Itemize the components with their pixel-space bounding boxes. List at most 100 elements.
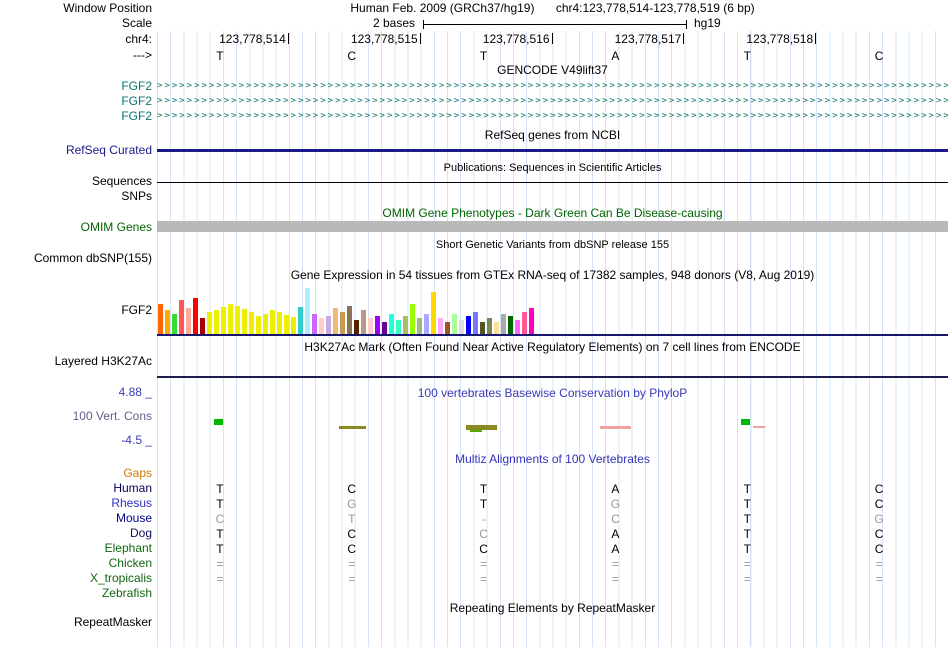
gtex-bar[interactable]: [333, 308, 338, 334]
gtex-bar[interactable]: [207, 312, 212, 334]
gtex-bar[interactable]: [424, 314, 429, 334]
transcript-arrows[interactable]: >>>>>>>>>>>>>>>>>>>>>>>>>>>>>>>>>>>>>>>>…: [157, 96, 948, 106]
gtex-bar[interactable]: [326, 316, 331, 334]
gtex-bar[interactable]: [529, 308, 534, 334]
gtex-bar[interactable]: [389, 314, 394, 334]
gtex-bar[interactable]: [431, 292, 436, 334]
gtex-bar[interactable]: [165, 310, 170, 334]
species-label-gaps[interactable]: Gaps: [123, 466, 152, 480]
gtex-bar[interactable]: [270, 310, 275, 334]
gtex-bar[interactable]: [242, 309, 247, 334]
sequences-item[interactable]: [157, 182, 948, 183]
gtex-bar[interactable]: [200, 318, 205, 334]
gene-label-fgf2[interactable]: FGF2: [121, 94, 152, 108]
alignment-base: T: [743, 482, 751, 496]
gtex-bar[interactable]: [319, 318, 324, 334]
gtex-bar[interactable]: [291, 317, 296, 334]
omim-genes-item[interactable]: [157, 221, 948, 232]
gtex-bar[interactable]: [298, 307, 303, 334]
gtex-bar[interactable]: [403, 316, 408, 334]
gtex-bar[interactable]: [501, 314, 506, 334]
gtex-bar[interactable]: [186, 308, 191, 334]
species-label-chicken[interactable]: Chicken: [108, 556, 152, 570]
gtex-bar[interactable]: [179, 300, 184, 334]
alignment-base: =: [743, 557, 751, 571]
gtex-bar[interactable]: [284, 315, 289, 334]
gtex-bar[interactable]: [256, 316, 261, 334]
gtex-bar[interactable]: [368, 318, 373, 334]
species-label-mouse[interactable]: Mouse: [115, 511, 152, 525]
gtex-bar[interactable]: [494, 322, 499, 334]
conservation-axis-min: -4.5 _: [121, 433, 152, 447]
gtex-bar[interactable]: [193, 298, 198, 334]
assembly-name: Human Feb. 2009 (GRCh37/hg19): [350, 1, 535, 15]
alignment-base: C: [874, 497, 884, 511]
species-label-human[interactable]: Human: [113, 481, 152, 495]
gtex-bar[interactable]: [445, 322, 450, 334]
track-label-omim-genes[interactable]: OMIM Genes: [80, 220, 152, 234]
gtex-bar[interactable]: [487, 318, 492, 334]
track-label-refseq-curated[interactable]: RefSeq Curated: [65, 143, 152, 157]
gtex-bar[interactable]: [410, 304, 415, 334]
track-label-common-dbsnp[interactable]: Common dbSNP(155): [33, 251, 152, 265]
gtex-bar[interactable]: [480, 322, 485, 334]
gtex-bar[interactable]: [508, 316, 513, 334]
transcript-arrows[interactable]: >>>>>>>>>>>>>>>>>>>>>>>>>>>>>>>>>>>>>>>>…: [157, 81, 948, 91]
coordinate-tick: [287, 33, 289, 44]
track-label-layered-h3k27ac[interactable]: Layered H3K27Ac: [54, 354, 152, 368]
refseq-curated-item[interactable]: [157, 149, 948, 152]
strand-label: --->: [133, 48, 152, 62]
gtex-bar[interactable]: [382, 322, 387, 334]
alignment-base: A: [611, 527, 620, 541]
gtex-bar[interactable]: [375, 316, 380, 334]
species-label-dog[interactable]: Dog: [129, 526, 152, 540]
track-label-sequences[interactable]: Sequences: [91, 174, 152, 188]
gene-label-fgf2[interactable]: FGF2: [121, 79, 152, 93]
transcript-arrows[interactable]: >>>>>>>>>>>>>>>>>>>>>>>>>>>>>>>>>>>>>>>>…: [157, 111, 948, 121]
gtex-bar[interactable]: [396, 320, 401, 334]
gtex-bar[interactable]: [158, 304, 163, 334]
alignment-base: =: [348, 572, 356, 586]
track-label-snps[interactable]: SNPs: [121, 189, 152, 203]
gtex-bar[interactable]: [354, 320, 359, 334]
gtex-bar[interactable]: [459, 320, 464, 334]
alignment-base: G: [874, 512, 884, 526]
gtex-bar[interactable]: [452, 314, 457, 334]
gtex-bar[interactable]: [228, 304, 233, 334]
gtex-bar[interactable]: [235, 306, 240, 334]
alignment-base: T: [743, 542, 751, 556]
track-label-gtex-gene[interactable]: FGF2: [121, 303, 152, 317]
gene-label-fgf2[interactable]: FGF2: [121, 109, 152, 123]
gtex-bar[interactable]: [305, 288, 310, 334]
species-label-x_tropicalis[interactable]: X_tropicalis: [89, 571, 152, 585]
gtex-bar[interactable]: [340, 312, 345, 334]
alignment-base: G: [610, 497, 621, 511]
gtex-bar[interactable]: [249, 312, 254, 334]
gtex-bar[interactable]: [263, 314, 268, 334]
alignment-base: T: [479, 497, 488, 511]
alignment-base: C: [874, 527, 884, 541]
gtex-bar[interactable]: [361, 310, 366, 334]
gtex-bar[interactable]: [438, 318, 443, 334]
gtex-bar[interactable]: [277, 312, 282, 334]
species-label-elephant[interactable]: Elephant: [104, 541, 152, 555]
gtex-bar[interactable]: [417, 318, 422, 334]
gtex-bar[interactable]: [172, 314, 177, 334]
gtex-bar[interactable]: [522, 312, 527, 334]
gtex-chart[interactable]: [158, 288, 536, 334]
coordinate-tick: [683, 33, 685, 44]
species-label-rhesus[interactable]: Rhesus: [111, 496, 152, 510]
gtex-bar[interactable]: [515, 320, 520, 334]
alignment-base: T: [216, 497, 224, 511]
gtex-bar[interactable]: [312, 314, 317, 334]
gtex-bar[interactable]: [473, 312, 478, 334]
track-label-100-vert-cons[interactable]: 100 Vert. Cons: [72, 409, 152, 423]
track-label-repeatmasker[interactable]: RepeatMasker: [73, 615, 152, 629]
gtex-bar[interactable]: [466, 316, 471, 334]
species-label-zebrafish[interactable]: Zebrafish: [101, 586, 152, 600]
gtex-bar[interactable]: [347, 306, 352, 334]
refseq-title: RefSeq genes from NCBI: [484, 128, 621, 142]
gtex-bar[interactable]: [221, 307, 226, 334]
coordinate-label: 123,778,514: [219, 32, 286, 46]
gtex-bar[interactable]: [214, 310, 219, 334]
